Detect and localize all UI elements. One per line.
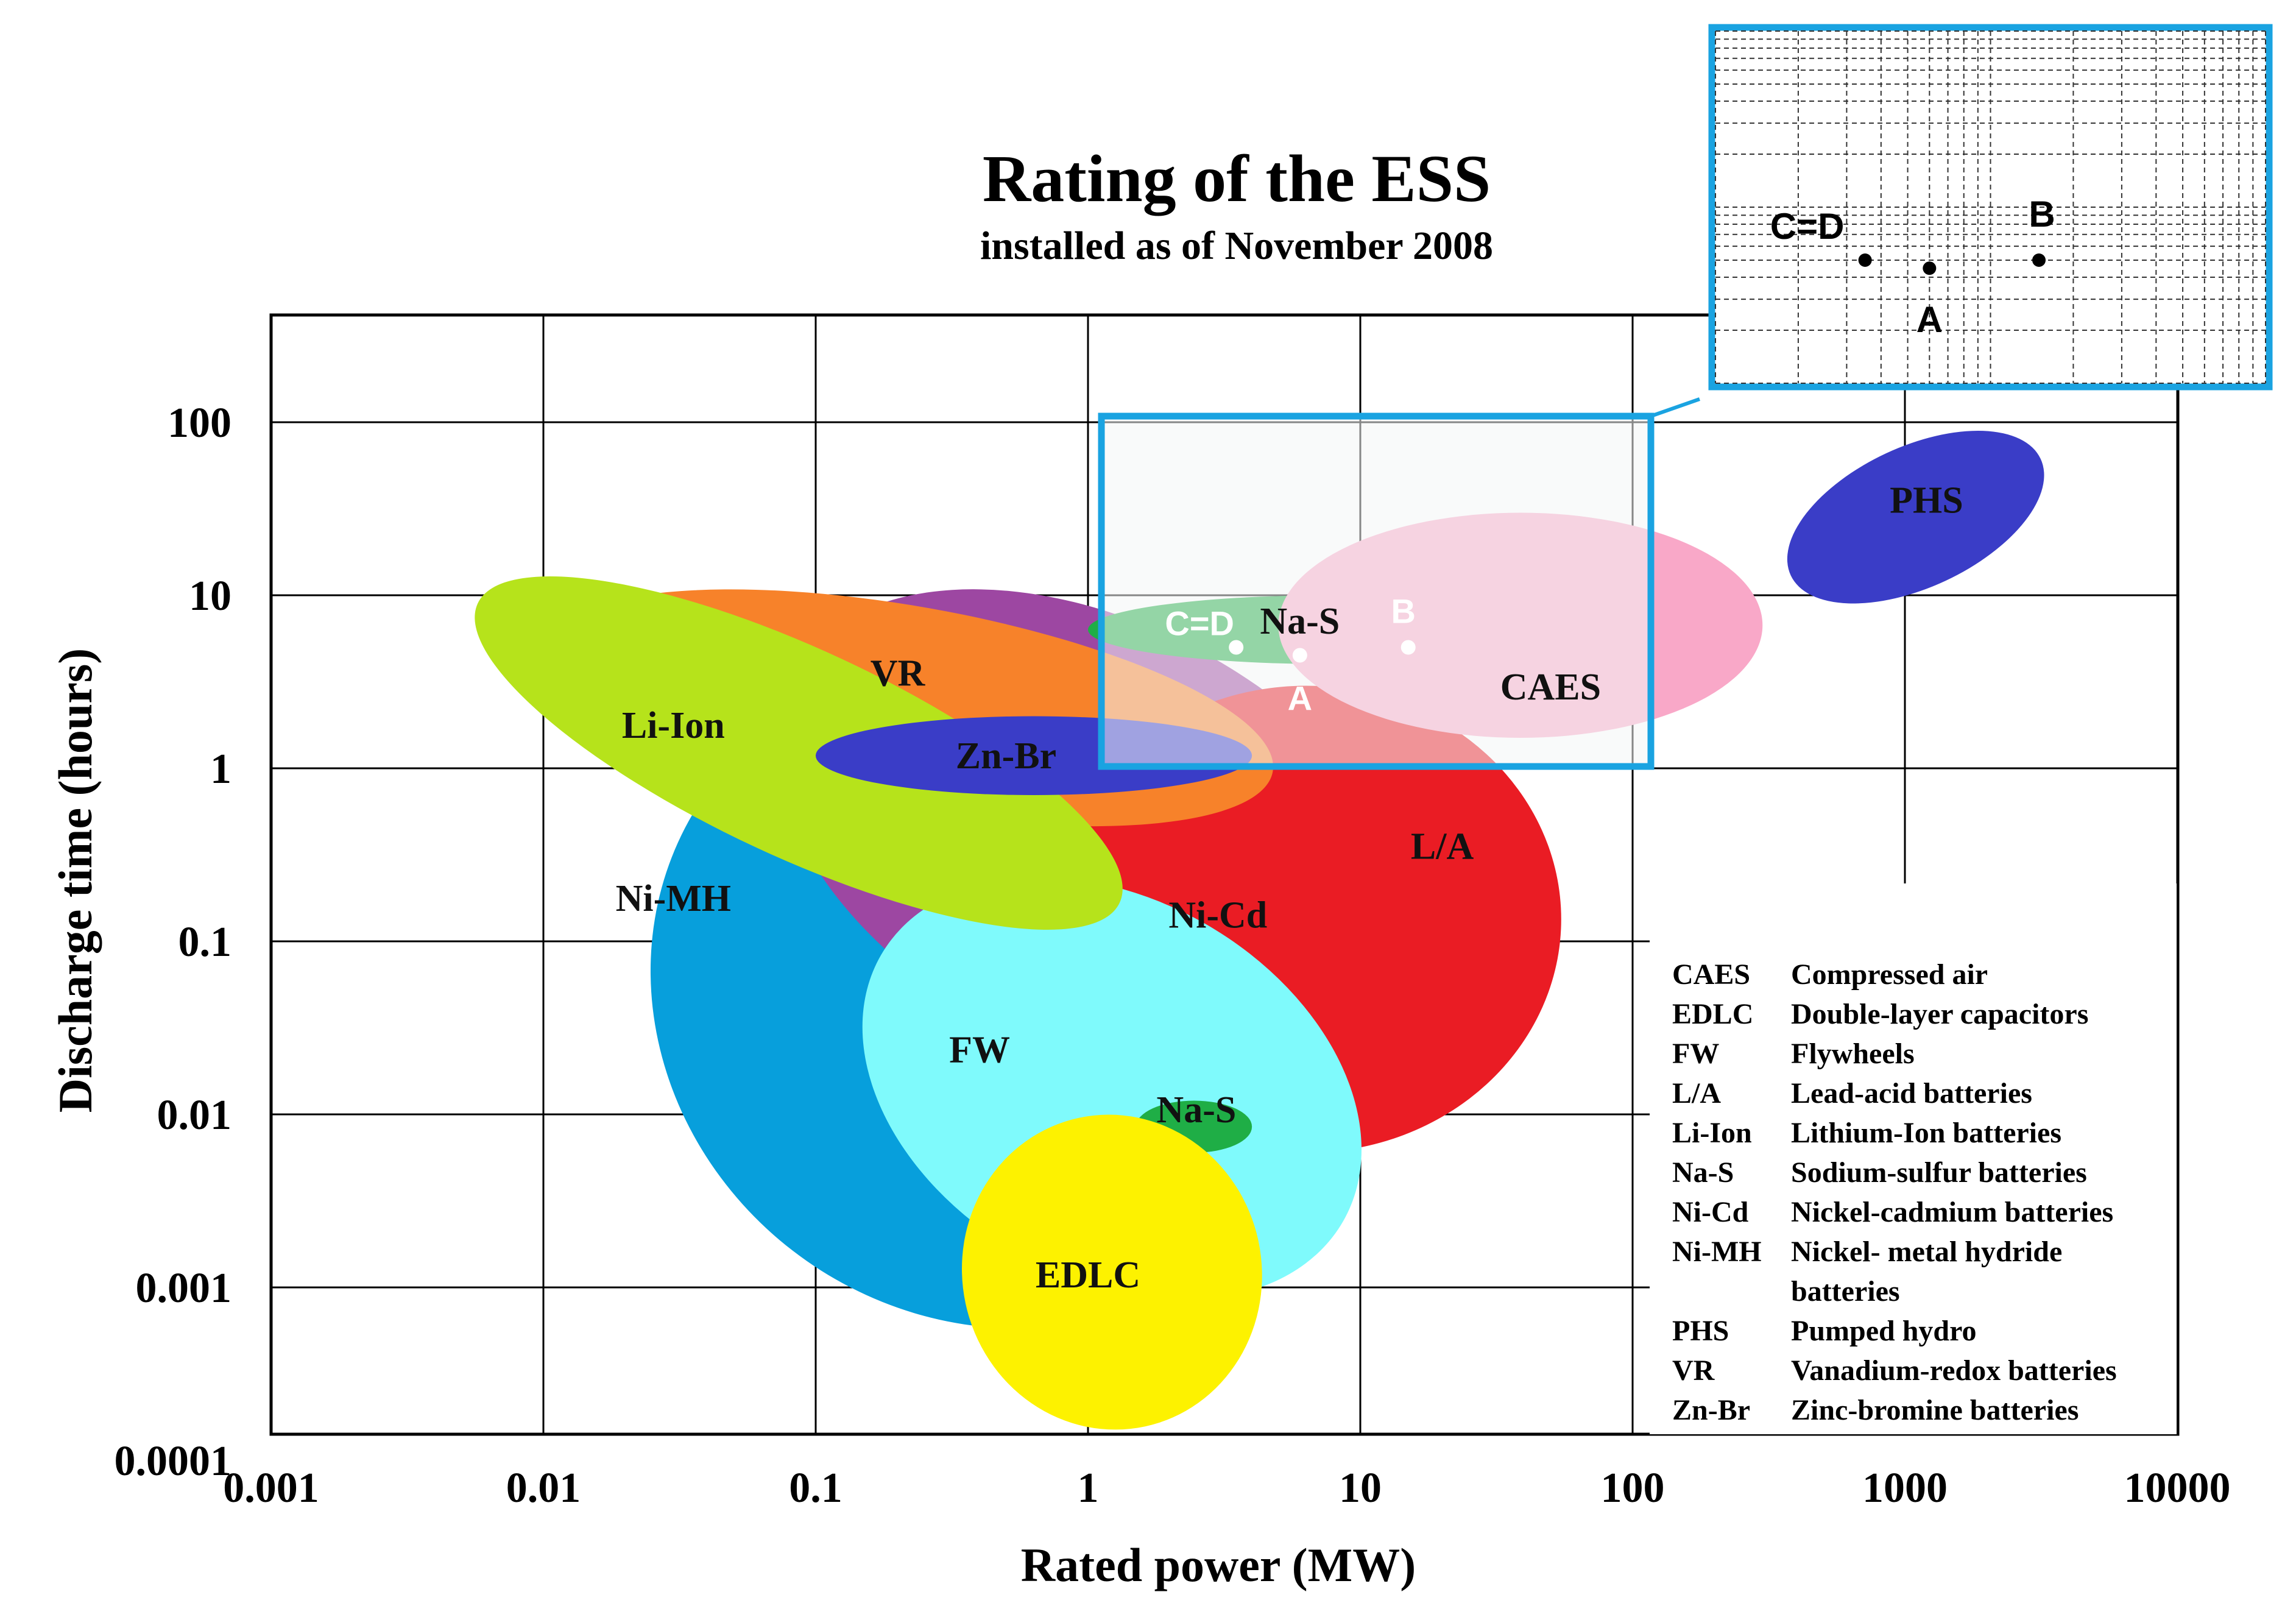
chart-title: Rating of the ESS <box>983 141 1491 216</box>
inset-point-b <box>2032 253 2046 267</box>
y-tick-1: 0.001 <box>136 1265 232 1312</box>
legend-abbr-11: Zn-Br <box>1672 1394 1750 1426</box>
legend-desc-3: Lead-acid batteries <box>1791 1077 2032 1109</box>
region-label-fw-3: FW <box>949 1030 1010 1071</box>
y-tick-labels: 0.0001 0.001 0.01 0.1 1 10 100 <box>115 400 232 1485</box>
x-tick-7: 10000 <box>2124 1465 2231 1512</box>
legend-desc-8: batteries <box>1791 1275 1900 1308</box>
inset-grid <box>1715 30 2266 384</box>
y-tick-2: 0.01 <box>157 1092 232 1139</box>
region-labels: Ni-MH Ni-Cd L/A FW VR Li-Ion Zn-Br Na-S Na-S CAES… <box>616 479 1963 1296</box>
x-tick-1: 0.01 <box>506 1465 581 1512</box>
region-label-caes-9: CAES <box>1500 667 1601 708</box>
region-edlc-11 <box>961 1114 1262 1430</box>
x-tick-3: 1 <box>1078 1465 1099 1512</box>
y-tick-3: 0.1 <box>178 919 232 966</box>
x-tick-4: 10 <box>1339 1465 1382 1512</box>
inset-label-a: A <box>1916 299 1943 340</box>
region-label-l-a-2: L/A <box>1411 826 1474 867</box>
legend-abbr-5: Na-S <box>1672 1156 1734 1189</box>
x-tick-6: 1000 <box>1862 1465 1948 1512</box>
inset-point-a <box>1923 261 1937 275</box>
x-tick-5: 100 <box>1601 1465 1665 1512</box>
legend-abbr-6: Ni-Cd <box>1672 1196 1749 1228</box>
inset-point-c-d <box>1858 253 1872 267</box>
legend-desc-1: Double-layer capacitors <box>1791 998 2088 1030</box>
region-label-vr-4: VR <box>871 653 926 694</box>
legend-abbr-3: L/A <box>1672 1077 1721 1109</box>
legend-desc-7: Nickel- metal hydride <box>1791 1236 2062 1268</box>
region-label-zn-br-6: Zn-Br <box>956 735 1056 777</box>
inset-label-c-d: C=D <box>1770 206 1845 247</box>
region-label-li-ion-5: Li-Ion <box>622 705 725 746</box>
point-label-b: B <box>1391 592 1415 630</box>
point-c-d <box>1229 640 1244 655</box>
x-tick-labels: 0.001 0.01 0.1 1 10 100 1000 10000 <box>223 1465 2230 1512</box>
legend-box <box>1650 883 2177 1434</box>
x-tick-0: 0.001 <box>223 1465 319 1512</box>
y-tick-0: 0.0001 <box>115 1438 232 1485</box>
point-label-a: A <box>1288 679 1312 717</box>
legend-desc-5: Sodium-sulfur batteries <box>1791 1156 2087 1189</box>
legend-abbr-0: CAES <box>1672 958 1750 991</box>
point-a <box>1292 648 1307 663</box>
point-label-c-d: C=D <box>1165 604 1234 642</box>
point-b <box>1401 640 1416 655</box>
highlight-box <box>1098 412 1655 770</box>
inset-label-b: B <box>2029 194 2055 235</box>
y-tick-5: 10 <box>189 573 231 620</box>
legend-desc-4: Lithium-Ion batteries <box>1791 1117 2061 1149</box>
region-label-ni-cd-1: Ni-Cd <box>1168 895 1267 936</box>
y-tick-4: 1 <box>210 746 231 793</box>
selected-points: C=D A B <box>1165 592 1416 717</box>
y-axis-label: Discharge time (hours) <box>49 648 102 1113</box>
region-label-phs-10: PHS <box>1890 479 1963 521</box>
region-li-ion-5 <box>475 576 1123 930</box>
technology-regions <box>475 431 2044 1430</box>
legend-desc-6: Nickel-cadmium batteries <box>1791 1196 2113 1228</box>
legend-abbr-10: VR <box>1672 1354 1715 1387</box>
legend-desc-2: Flywheels <box>1791 1038 1915 1070</box>
legend-desc-10: Vanadium-redox batteries <box>1791 1354 2117 1387</box>
legend-abbr-4: Li-Ion <box>1672 1117 1752 1149</box>
legend: CAES Compressed air EDLC Double-layer capac… <box>1672 958 2117 1426</box>
x-axis-label: Rated power (MW) <box>1021 1538 1416 1591</box>
inset-connector <box>1650 397 1700 418</box>
legend-abbr-2: FW <box>1672 1038 1719 1070</box>
inset-points: C=D A B <box>1770 194 2055 340</box>
inset-panel: C=D A B <box>1708 24 2273 391</box>
legend-abbr-7: Ni-MH <box>1672 1236 1762 1268</box>
region-label-edlc-11: EDLC <box>1036 1254 1140 1296</box>
region-label-na-s-7: Na-S <box>1260 601 1340 642</box>
region-label-na-s-8: Na-S <box>1156 1089 1236 1131</box>
legend-abbr-9: PHS <box>1672 1315 1729 1347</box>
legend-abbr-1: EDLC <box>1672 998 1753 1030</box>
y-tick-6: 100 <box>168 400 231 447</box>
legend-desc-0: Compressed air <box>1791 958 1988 991</box>
chart-subtitle: installed as of November 2008 <box>980 224 1493 268</box>
region-label-ni-mh-0: Ni-MH <box>616 878 731 919</box>
legend-desc-9: Pumped hydro <box>1791 1315 1977 1347</box>
region-phs-10 <box>1787 431 2044 604</box>
legend-desc-11: Zinc-bromine batteries <box>1791 1394 2079 1426</box>
x-tick-2: 0.1 <box>789 1465 842 1512</box>
